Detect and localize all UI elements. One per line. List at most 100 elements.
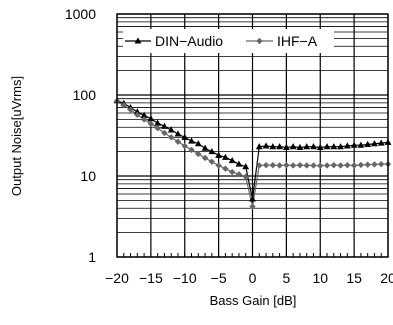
plot-frame: [116, 13, 389, 258]
data-point-ihf-a: [330, 161, 337, 169]
data-point-din-audio: [221, 153, 229, 160]
data-point-din-audio: [377, 139, 385, 146]
data-point-ihf-a: [195, 150, 202, 158]
data-point-ihf-a: [289, 162, 297, 169]
data-point-ihf-a: [134, 111, 141, 118]
data-point-din-audio: [228, 156, 236, 164]
y-tick-label: 100: [73, 87, 97, 103]
data-point-ihf-a: [242, 173, 249, 180]
data-point-din-audio: [174, 130, 182, 137]
y-tick-label: 1: [88, 249, 96, 265]
data-point-din-audio: [215, 151, 223, 158]
data-point-ihf-a: [127, 106, 134, 113]
data-point-din-audio: [350, 141, 358, 148]
data-point-din-audio: [323, 143, 331, 150]
legend-label-din-audio: DIN−Audio: [155, 33, 223, 49]
data-point-din-audio: [343, 142, 351, 149]
x-tick-label: 10: [312, 270, 328, 286]
data-point-din-audio: [303, 143, 311, 150]
data-point-din-audio: [316, 143, 324, 150]
data-point-ihf-a: [140, 116, 148, 123]
data-point-din-audio: [208, 148, 216, 155]
data-point-ihf-a: [188, 146, 195, 154]
data-point-din-audio: [194, 140, 202, 147]
y-axis-label: Output Noise[uVrms]: [9, 76, 24, 196]
data-point-din-audio: [201, 144, 209, 151]
data-point-ihf-a: [337, 162, 344, 169]
data-point-ihf-a: [120, 101, 127, 109]
legend-marker-triangle: [134, 37, 142, 44]
data-point-din-audio: [140, 111, 148, 118]
x-axis-label: Bass Gain [dB]: [210, 293, 297, 308]
y-tick-label: 10: [80, 168, 96, 184]
y-tick-label: 1000: [65, 6, 96, 22]
x-tick-label: −20: [105, 270, 129, 286]
data-point-ihf-a: [350, 162, 358, 169]
data-point-ihf-a: [235, 171, 243, 178]
x-tick-label: 20: [380, 270, 393, 286]
data-point-din-audio: [154, 119, 162, 126]
data-point-din-audio: [310, 143, 317, 150]
data-point-ihf-a: [378, 160, 385, 168]
data-point-din-audio: [330, 143, 338, 150]
data-point-din-audio: [357, 141, 365, 148]
data-point-ihf-a: [181, 142, 188, 150]
data-point-ihf-a: [371, 161, 378, 168]
data-point-ihf-a: [256, 162, 263, 169]
data-point-ihf-a: [147, 120, 155, 128]
data-point-din-audio: [188, 137, 195, 144]
x-tick-label: −15: [139, 270, 163, 286]
data-point-ihf-a: [276, 162, 283, 169]
x-tick-label: −5: [211, 270, 227, 286]
data-point-ihf-a: [201, 154, 209, 162]
data-point-din-audio: [235, 160, 243, 167]
data-point-din-audio: [255, 143, 263, 150]
data-point-ihf-a: [357, 161, 365, 169]
data-point-din-audio: [289, 143, 297, 150]
data-point-ihf-a: [310, 162, 317, 169]
data-point-din-audio: [147, 115, 155, 122]
data-point-ihf-a: [283, 161, 290, 169]
data-point-ihf-a: [296, 161, 304, 169]
legend-box: [123, 29, 334, 53]
data-point-ihf-a: [154, 124, 161, 132]
data-point-din-audio: [249, 195, 256, 202]
data-point-din-audio: [276, 143, 284, 150]
data-point-ihf-a: [215, 162, 222, 169]
data-point-ihf-a: [364, 161, 371, 168]
data-point-ihf-a: [222, 165, 229, 172]
data-point-ihf-a: [262, 161, 270, 169]
data-point-ihf-a: [168, 134, 175, 141]
data-point-din-audio: [242, 163, 250, 170]
x-tick-labels: −20 −15 −10 −5 0 5 10 15 20: [105, 270, 393, 286]
data-point-din-audio: [262, 142, 270, 149]
data-point-din-audio: [282, 143, 290, 150]
data-point-ihf-a: [174, 138, 182, 145]
data-point-din-audio: [364, 140, 372, 147]
data-point-ihf-a: [161, 129, 168, 137]
data-point-ihf-a: [208, 158, 216, 165]
data-point-ihf-a: [323, 162, 331, 169]
x-tick-label: 15: [346, 270, 362, 286]
legend-marker-diamond: [256, 37, 263, 45]
data-point-ihf-a: [344, 161, 351, 169]
x-tick-label: −10: [173, 270, 197, 286]
x-tick-label: 0: [249, 270, 257, 286]
data-point-din-audio: [181, 133, 189, 140]
data-point-ihf-a: [317, 162, 324, 169]
legend: DIN−Audio IHF−A: [123, 29, 334, 53]
data-point-din-audio: [161, 122, 168, 129]
data-point-din-audio: [269, 143, 277, 150]
data-point-din-audio: [337, 143, 344, 150]
data-point-din-audio: [167, 126, 175, 133]
y-tick-labels: 1 10 100 1000: [65, 6, 96, 265]
legend-label-ihf-a: IHF−A: [277, 33, 318, 49]
x-tick-label: 5: [282, 270, 290, 286]
data-point-din-audio: [371, 140, 378, 147]
data-point-ihf-a: [249, 203, 256, 210]
data-point-ihf-a: [269, 161, 277, 169]
data-point-din-audio: [133, 108, 141, 115]
data-point-ihf-a: [228, 168, 236, 176]
